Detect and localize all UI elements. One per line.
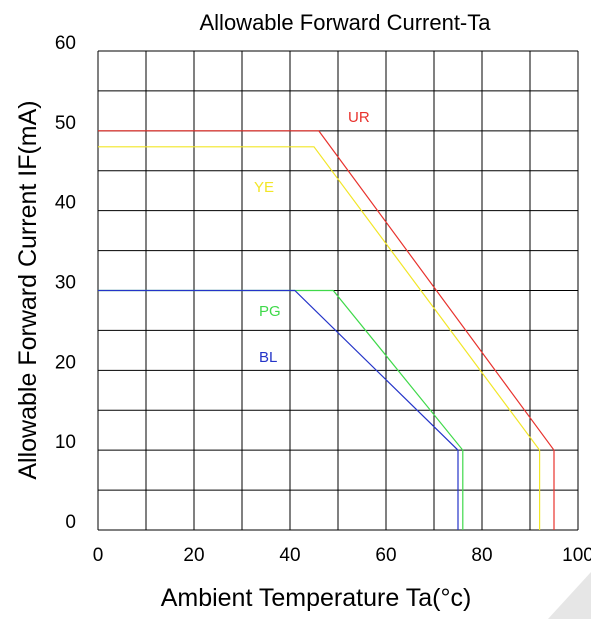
y-tick-label: 30 bbox=[55, 273, 76, 294]
y-tick-label: 40 bbox=[55, 193, 76, 214]
series-label-pg: PG bbox=[259, 303, 281, 320]
series-line-ur bbox=[98, 130, 555, 530]
series-lines bbox=[98, 130, 555, 530]
x-tick-labels: 0 20 40 60 80 100 bbox=[93, 545, 591, 566]
x-axis-title: Ambient Temperature Ta(°c) bbox=[161, 584, 472, 612]
x-tick-label: 0 bbox=[93, 545, 104, 566]
y-axis-title: Allowable Forward Current IF(mA) bbox=[14, 100, 42, 479]
y-tick-label: 50 bbox=[55, 113, 76, 134]
corner-fold-mark bbox=[548, 572, 591, 619]
x-tick-label: 40 bbox=[279, 545, 300, 566]
series-labels: UR YE PG BL bbox=[254, 109, 370, 366]
x-tick-label: 60 bbox=[375, 545, 396, 566]
y-tick-labels: 0 10 20 30 40 50 60 bbox=[55, 33, 76, 533]
x-tick-label: 20 bbox=[183, 545, 204, 566]
series-label-ye: YE bbox=[254, 179, 274, 196]
series-label-ur: UR bbox=[348, 109, 370, 126]
y-tick-label: 10 bbox=[55, 432, 76, 453]
y-tick-label: 0 bbox=[65, 512, 76, 533]
x-tick-label: 100 bbox=[562, 545, 591, 566]
series-line-ye bbox=[98, 146, 541, 530]
y-tick-label: 20 bbox=[55, 352, 76, 373]
series-line-bl bbox=[98, 289, 459, 530]
y-tick-label: 60 bbox=[55, 33, 76, 54]
series-label-bl: BL bbox=[259, 349, 277, 366]
plot-grid bbox=[97, 50, 579, 531]
x-tick-label: 80 bbox=[471, 545, 492, 566]
chart-title: Allowable Forward Current-Ta bbox=[200, 10, 492, 35]
